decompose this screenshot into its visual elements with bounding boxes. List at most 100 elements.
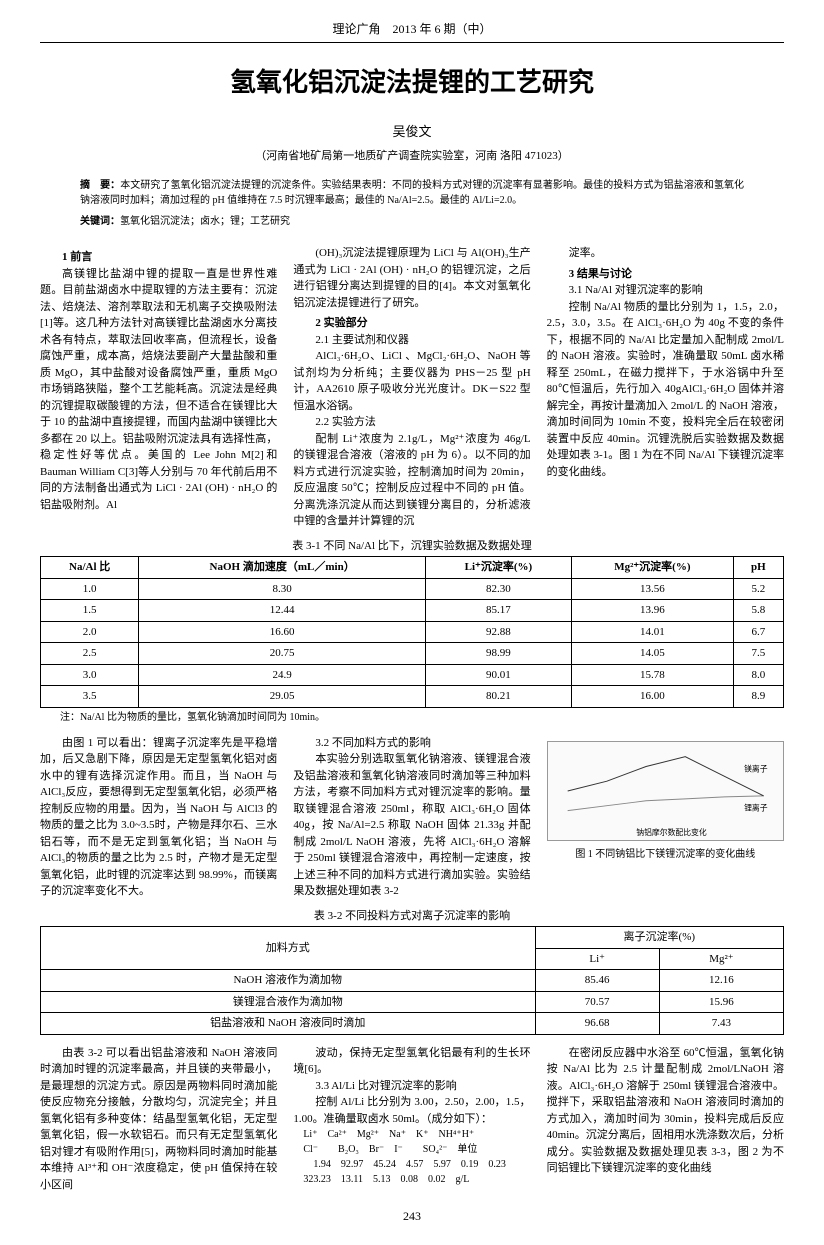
table-cell: 6.7: [733, 621, 783, 643]
page-number: 243: [40, 1207, 784, 1225]
col-2: (OH)₃沉淀法提锂原理为 LiCl 与 Al(OH)₃生产通式为 LiCl ·…: [293, 245, 530, 530]
table-3-2: 表 3-2 不同投料方式对离子沉淀率的影响 加料方式 离子沉淀率(%) Li⁺ …: [40, 908, 784, 1035]
t32-h-method: 加料方式: [41, 927, 536, 970]
table-cell: 镁锂混合液作为滴加物: [41, 991, 536, 1013]
table-cell: 1.5: [41, 600, 139, 622]
paper-title: 氢氧化铝沉淀法提锂的工艺研究: [40, 63, 784, 102]
col-3b: 镁离子 锂离子 钠铝摩尔数配比变化 图 1 不同钠铝比下镁锂沉淀率的变化曲线: [547, 735, 784, 900]
table-row: NaOH 溶液作为滴加物85.4612.16: [41, 970, 784, 992]
table-row: 1.08.3082.3013.565.2: [41, 578, 784, 600]
s21-title: 2.1 主要试剂和仪器: [293, 332, 530, 349]
table-cell: 12.44: [139, 600, 426, 622]
table-cell: 15.78: [571, 664, 733, 686]
table-cell: 96.68: [535, 1013, 659, 1035]
table-3-1: 表 3-1 不同 Na/Al 比下，沉锂实验数据及数据处理 Na/Al 比NaO…: [40, 538, 784, 725]
table-cell: 1.0: [41, 578, 139, 600]
fig1-svg: 镁离子 锂离子 钠铝摩尔数配比变化: [548, 742, 783, 840]
s21-p: AlCl₃·6H₂O、LiCl 、MgCl₂·6H₂O、NaOH 等试剂均为分析…: [293, 348, 530, 414]
table31-note: 注：Na/Al 比为物质的量比，氢氧化钠滴加时间同为 10min。: [40, 710, 784, 725]
col-3: 淀率。 3 结果与讨论 3.1 Na/Al 对锂沉淀率的影响 控制 Na/Al …: [547, 245, 784, 530]
abstract: 摘 要：本文研究了氢氧化铝沉淀法提锂的沉淀条件。实验结果表明：不同的投料方式对锂…: [80, 178, 744, 208]
s22-title: 2.2 实验方法: [293, 414, 530, 431]
c2c-p1: 波动，保持无定型氢氧化铝最有利的生长环境[6]。: [293, 1045, 530, 1078]
keywords-text: 氢氧化铝沉淀法；卤水；锂；工艺研究: [120, 216, 290, 227]
s33-title: 3.3 Al/Li 比对锂沉淀率的影响: [293, 1078, 530, 1095]
s22-p: 配制 Li⁺浓度为 2.1g/L，Mg²⁺浓度为 46g/L 的镁锂混合溶液（溶…: [293, 431, 530, 530]
data-r1: 1.94 92.97 45.24 4.57 5.97 0.19 0.23: [293, 1157, 530, 1172]
svg-text:锂离子: 锂离子: [744, 802, 768, 812]
table-cell: 8.30: [139, 578, 426, 600]
table31: Na/Al 比NaOH 滴加速度（mL／min）Li⁺沉淀率(%)Mg²⁺沉淀率…: [40, 556, 784, 708]
journal-header: 理论广角 2013 年 6 期（中）: [40, 20, 784, 43]
col-1: 1 前言 高镁锂比盐湖中锂的提取一直是世界性难题。目前盐湖卤水中提取锂的方法主要…: [40, 245, 277, 530]
table31-caption: 表 3-1 不同 Na/Al 比下，沉锂实验数据及数据处理: [40, 538, 784, 555]
s32-p: 本实验分别选取氢氧化钠溶液、镁锂混合液及铝盐溶液和氢氧化钠溶液同时滴加等三种加料…: [293, 751, 530, 900]
table-cell: 98.99: [425, 643, 571, 665]
c2-p1: (OH)₃沉淀法提锂原理为 LiCl 与 Al(OH)₃生产通式为 LiCl ·…: [293, 245, 530, 311]
table-cell: 70.57: [535, 991, 659, 1013]
columns-mid: 由图 1 可以看出：锂离子沉淀率先是平稳增加，后又急剧下降，原因是无定型氢氧化铝…: [40, 735, 784, 900]
c1b-p1: 由图 1 可以看出：锂离子沉淀率先是平稳增加，后又急剧下降，原因是无定型氢氧化铝…: [40, 735, 277, 900]
svg-text:钠铝摩尔数配比变化: 钠铝摩尔数配比变化: [636, 827, 707, 837]
keywords-label: 关键词：: [80, 216, 120, 227]
ions-header: Li⁺ Ca²⁺ Mg²⁺ Na⁺ K⁺ NH⁴⁺H⁺: [293, 1127, 530, 1142]
ions-v1: Cl⁻ B₂O₃ Br⁻ I⁻ SO₄²⁻ 单位: [293, 1142, 530, 1157]
s2-title: 2 实验部分: [293, 315, 530, 332]
table-cell: 2.0: [41, 621, 139, 643]
col-2b: 3.2 不同加料方式的影响 本实验分别选取氢氧化钠溶液、镁锂混合液及铝盐溶液和氢…: [293, 735, 530, 900]
s1-p1: 高镁锂比盐湖中锂的提取一直是世界性难题。目前盐湖卤水中提取锂的方法主要有：沉淀法…: [40, 266, 277, 514]
col-3c: 在密闭反应器中水浴至 60℃恒温，氢氧化钠按 Na/Al 比为 2.5 计量配制…: [547, 1045, 784, 1194]
table-cell: 92.88: [425, 621, 571, 643]
col-2c: 波动，保持无定型氢氧化铝最有利的生长环境[6]。 3.3 Al/Li 比对锂沉淀…: [293, 1045, 530, 1194]
author-name: 吴俊文: [40, 122, 784, 142]
table-cell: 29.05: [139, 686, 426, 708]
c3-p1: 淀率。: [547, 245, 784, 262]
fig1-caption: 图 1 不同钠铝比下镁锂沉淀率的变化曲线: [547, 847, 784, 862]
table-cell: 8.9: [733, 686, 783, 708]
table32-caption: 表 3-2 不同投料方式对离子沉淀率的影响: [40, 908, 784, 925]
table-cell: 12.16: [659, 970, 783, 992]
table-cell: 20.75: [139, 643, 426, 665]
table-cell: 7.5: [733, 643, 783, 665]
c3c-p1: 在密闭反应器中水浴至 60℃恒温，氢氧化钠按 Na/Al 比为 2.5 计量配制…: [547, 1045, 784, 1177]
s3-title: 3 结果与讨论: [547, 266, 784, 283]
figure-1: 镁离子 锂离子 钠铝摩尔数配比变化: [547, 741, 784, 841]
table-row: 3.529.0580.2116.008.9: [41, 686, 784, 708]
table32: 加料方式 离子沉淀率(%) Li⁺ Mg²⁺ NaOH 溶液作为滴加物85.46…: [40, 926, 784, 1035]
svg-text:镁离子: 镁离子: [744, 763, 768, 773]
table-row: 1.512.4485.1713.965.8: [41, 600, 784, 622]
table-cell: 3.0: [41, 664, 139, 686]
columns-bottom: 由表 3-2 可以看出铝盐溶液和 NaOH 溶液同时滴加时锂的沉淀率最高，并且镁…: [40, 1045, 784, 1194]
table-cell: 2.5: [41, 643, 139, 665]
s1-title: 1 前言: [40, 249, 277, 266]
t32-h-li: Li⁺: [535, 948, 659, 970]
table-cell: 铝盐溶液和 NaOH 溶液同时滴加: [41, 1013, 536, 1035]
columns-top: 1 前言 高镁锂比盐湖中锂的提取一直是世界性难题。目前盐湖卤水中提取锂的方法主要…: [40, 245, 784, 530]
s32-title: 3.2 不同加料方式的影响: [293, 735, 530, 752]
table-cell: 13.56: [571, 578, 733, 600]
table-cell: 5.2: [733, 578, 783, 600]
keywords: 关键词：氢氧化铝沉淀法；卤水；锂；工艺研究: [80, 214, 744, 229]
table-cell: 7.43: [659, 1013, 783, 1035]
table-cell: 24.9: [139, 664, 426, 686]
table-cell: 90.01: [425, 664, 571, 686]
table-cell: 85.46: [535, 970, 659, 992]
c1c-p1: 由表 3-2 可以看出铝盐溶液和 NaOH 溶液同时滴加时锂的沉淀率最高，并且镁…: [40, 1045, 277, 1194]
table-cell: 13.96: [571, 600, 733, 622]
table-cell: 85.17: [425, 600, 571, 622]
table-header: NaOH 滴加速度（mL／min）: [139, 557, 426, 579]
table-row: 2.016.6092.8814.016.7: [41, 621, 784, 643]
table-cell: 8.0: [733, 664, 783, 686]
data-r2: 323.23 13.11 5.13 0.08 0.02 g/L: [293, 1172, 530, 1187]
col-1b: 由图 1 可以看出：锂离子沉淀率先是平稳增加，后又急剧下降，原因是无定型氢氧化铝…: [40, 735, 277, 900]
table-cell: 5.8: [733, 600, 783, 622]
table-row: 3.024.990.0115.788.0: [41, 664, 784, 686]
abstract-label: 摘 要：: [80, 180, 120, 191]
table-cell: 82.30: [425, 578, 571, 600]
table-header: Li⁺沉淀率(%): [425, 557, 571, 579]
table-cell: 15.96: [659, 991, 783, 1013]
s31-title: 3.1 Na/Al 对锂沉淀率的影响: [547, 282, 784, 299]
table-header: Mg²⁺沉淀率(%): [571, 557, 733, 579]
s33-p: 控制 Al/Li 比分别为 3.00，2.50，2.00，1.5，1.00。准确…: [293, 1094, 530, 1127]
table-cell: 14.05: [571, 643, 733, 665]
